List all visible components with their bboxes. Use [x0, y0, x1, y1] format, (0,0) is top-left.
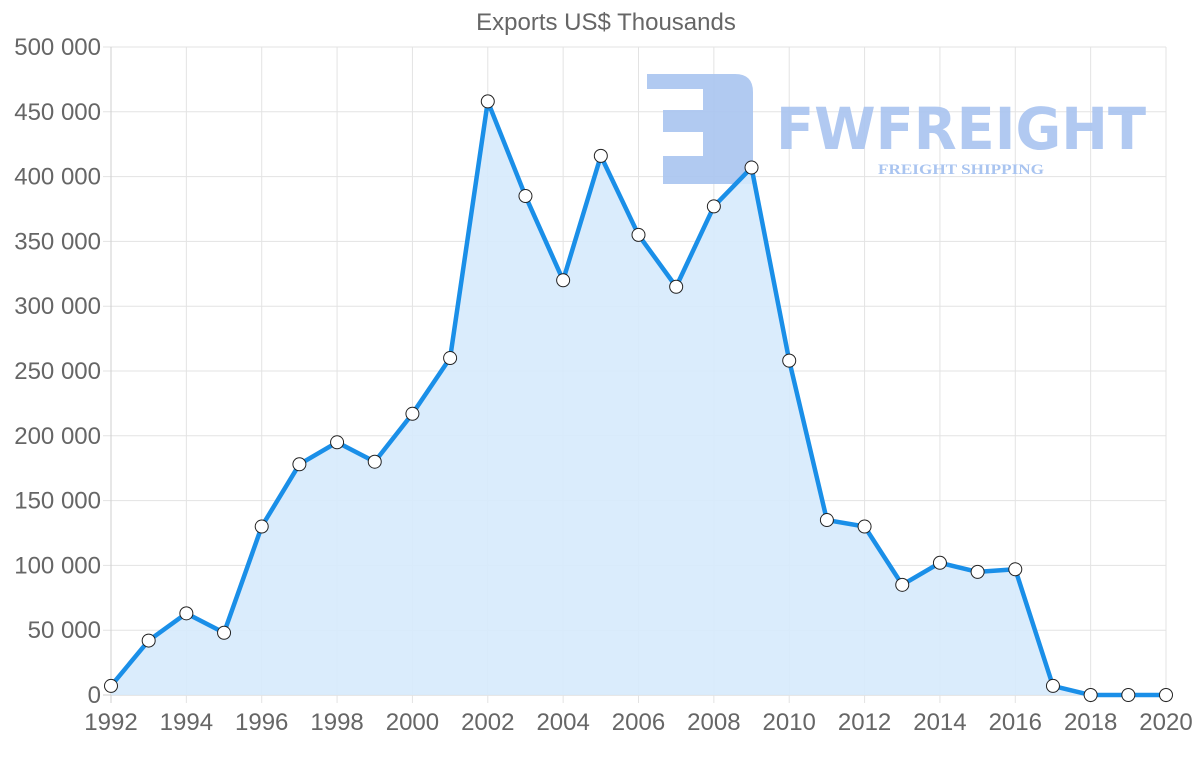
data-point[interactable]: [744, 160, 759, 175]
data-point[interactable]: [141, 633, 156, 648]
data-point[interactable]: [1121, 688, 1136, 702]
x-tick-label: 1996: [235, 709, 288, 736]
data-point[interactable]: [367, 454, 382, 469]
data-point[interactable]: [895, 577, 910, 592]
data-point[interactable]: [179, 606, 194, 621]
y-axis: 0 50 000 100 000 150 000 200 000 250 000 300 0…: [14, 34, 101, 709]
data-point[interactable]: [330, 435, 345, 450]
y-tick-label: 350 000: [14, 228, 101, 255]
logo-tagline: FREIGHT SHIPPING: [878, 162, 1044, 178]
data-point[interactable]: [1083, 688, 1098, 702]
data-point[interactable]: [1045, 678, 1060, 693]
x-tick-label: 2018: [1064, 709, 1117, 736]
data-point[interactable]: [631, 227, 646, 242]
x-tick-label: 2010: [763, 709, 816, 736]
y-tick-label: 150 000: [14, 488, 101, 515]
x-tick-label: 2008: [687, 709, 740, 736]
data-point[interactable]: [669, 279, 684, 294]
chart-title: Exports US$ Thousands: [476, 9, 736, 36]
data-point[interactable]: [819, 513, 834, 528]
data-point[interactable]: [480, 94, 495, 109]
data-point[interactable]: [1008, 562, 1023, 577]
x-tick-label: 2014: [913, 709, 966, 736]
x-axis: 1992 1994 1996 1998 2000 2002 2004 2006 2008 2010…: [84, 709, 1192, 736]
data-points: [104, 94, 1173, 702]
data-point[interactable]: [405, 406, 420, 421]
y-tick-label: 0: [88, 682, 101, 709]
y-tick-label: 500 000: [14, 34, 101, 61]
x-tick-label: 1994: [160, 709, 213, 736]
area-fill: [111, 101, 1166, 695]
data-point[interactable]: [593, 148, 608, 163]
data-point[interactable]: [217, 625, 232, 640]
x-tick-label: 2020: [1139, 709, 1192, 736]
data-point[interactable]: [970, 564, 985, 579]
data-point[interactable]: [782, 353, 797, 368]
data-point[interactable]: [1159, 688, 1173, 702]
data-point[interactable]: [857, 519, 872, 534]
y-tick-label: 50 000: [28, 617, 101, 644]
y-tick-label: 400 000: [14, 164, 101, 191]
data-point[interactable]: [104, 678, 118, 693]
y-tick-label: 450 000: [14, 99, 101, 126]
logo-mark-icon: [647, 74, 753, 184]
x-tick-label: 2016: [989, 709, 1042, 736]
logo-brand: FWFREIGHT: [776, 95, 1146, 163]
x-tick-label: 1992: [84, 709, 137, 736]
x-tick-label: 2012: [838, 709, 891, 736]
y-tick-label: 200 000: [14, 423, 101, 450]
data-point[interactable]: [518, 189, 533, 204]
y-tick-label: 250 000: [14, 358, 101, 385]
data-point[interactable]: [706, 199, 721, 214]
data-point[interactable]: [292, 457, 307, 472]
data-point[interactable]: [254, 519, 269, 534]
watermark-logo: FWFREIGHT FREIGHT SHIPPING: [647, 74, 1146, 184]
data-point[interactable]: [443, 351, 458, 366]
x-tick-label: 1998: [310, 709, 363, 736]
y-tick-label: 300 000: [14, 293, 101, 320]
y-tick-label: 100 000: [14, 552, 101, 579]
x-tick-label: 2004: [536, 709, 589, 736]
x-tick-label: 2000: [386, 709, 439, 736]
data-point[interactable]: [556, 273, 571, 288]
x-tick-label: 2006: [612, 709, 665, 736]
x-tick-label: 2002: [461, 709, 514, 736]
data-point[interactable]: [932, 555, 947, 570]
